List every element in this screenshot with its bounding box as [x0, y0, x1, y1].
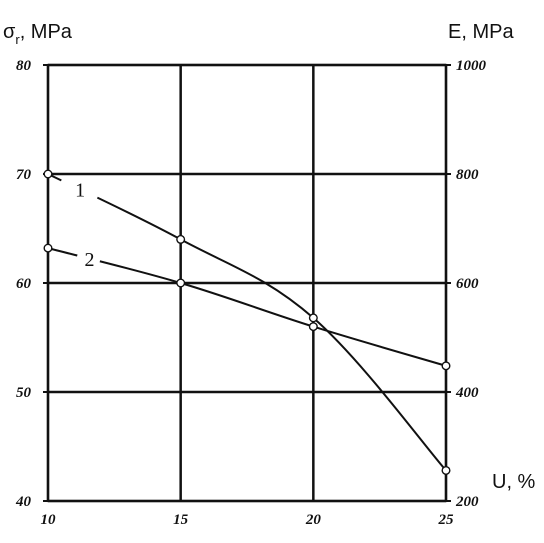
- x-tick-label: 10: [41, 512, 57, 528]
- series-2-line: [48, 248, 446, 366]
- series-1-point: [44, 170, 52, 178]
- series-1-point: [310, 314, 318, 322]
- tick-layer: 10 15 20 25 40 50 60 70 80 200 400 600 800 1000: [15, 58, 487, 528]
- right-axis-title: E, MPa: [448, 21, 514, 43]
- y-right-tick-label: 200: [455, 494, 479, 510]
- series-2-point: [44, 244, 52, 252]
- y-left-tick-label: 50: [16, 385, 32, 401]
- y-left-tick-label: 70: [16, 167, 32, 183]
- x-tick-label: 25: [438, 512, 455, 528]
- series-2-point: [177, 279, 185, 287]
- left-axis-title: σr, MPa: [3, 21, 73, 47]
- y-right-tick-label: 1000: [456, 58, 487, 74]
- x-tick-label: 20: [305, 512, 322, 528]
- y-left-tick-label: 40: [15, 494, 32, 510]
- x-tick-label: 15: [173, 512, 189, 528]
- series-1-point: [177, 236, 185, 244]
- series-2-point: [442, 362, 450, 370]
- y-right-tick-label: 400: [455, 385, 479, 401]
- series-2-label: 2: [84, 249, 94, 271]
- series-1-line: [48, 174, 446, 470]
- series-2-point: [310, 323, 318, 331]
- left-axis-title-rest: , MPa: [20, 21, 73, 43]
- series-1-point: [442, 467, 450, 475]
- x-axis-title: U, %: [492, 471, 536, 493]
- marker-layer: [44, 170, 450, 474]
- y-right-tick-label: 800: [456, 167, 479, 183]
- series-1-label: 1: [75, 179, 85, 201]
- grid-layer: [43, 65, 451, 501]
- y-left-tick-label: 60: [16, 276, 32, 292]
- y-right-tick-label: 600: [456, 276, 479, 292]
- left-axis-title-main: σ: [3, 21, 16, 43]
- y-left-tick-label: 80: [16, 58, 32, 74]
- curve-layer: [48, 174, 446, 470]
